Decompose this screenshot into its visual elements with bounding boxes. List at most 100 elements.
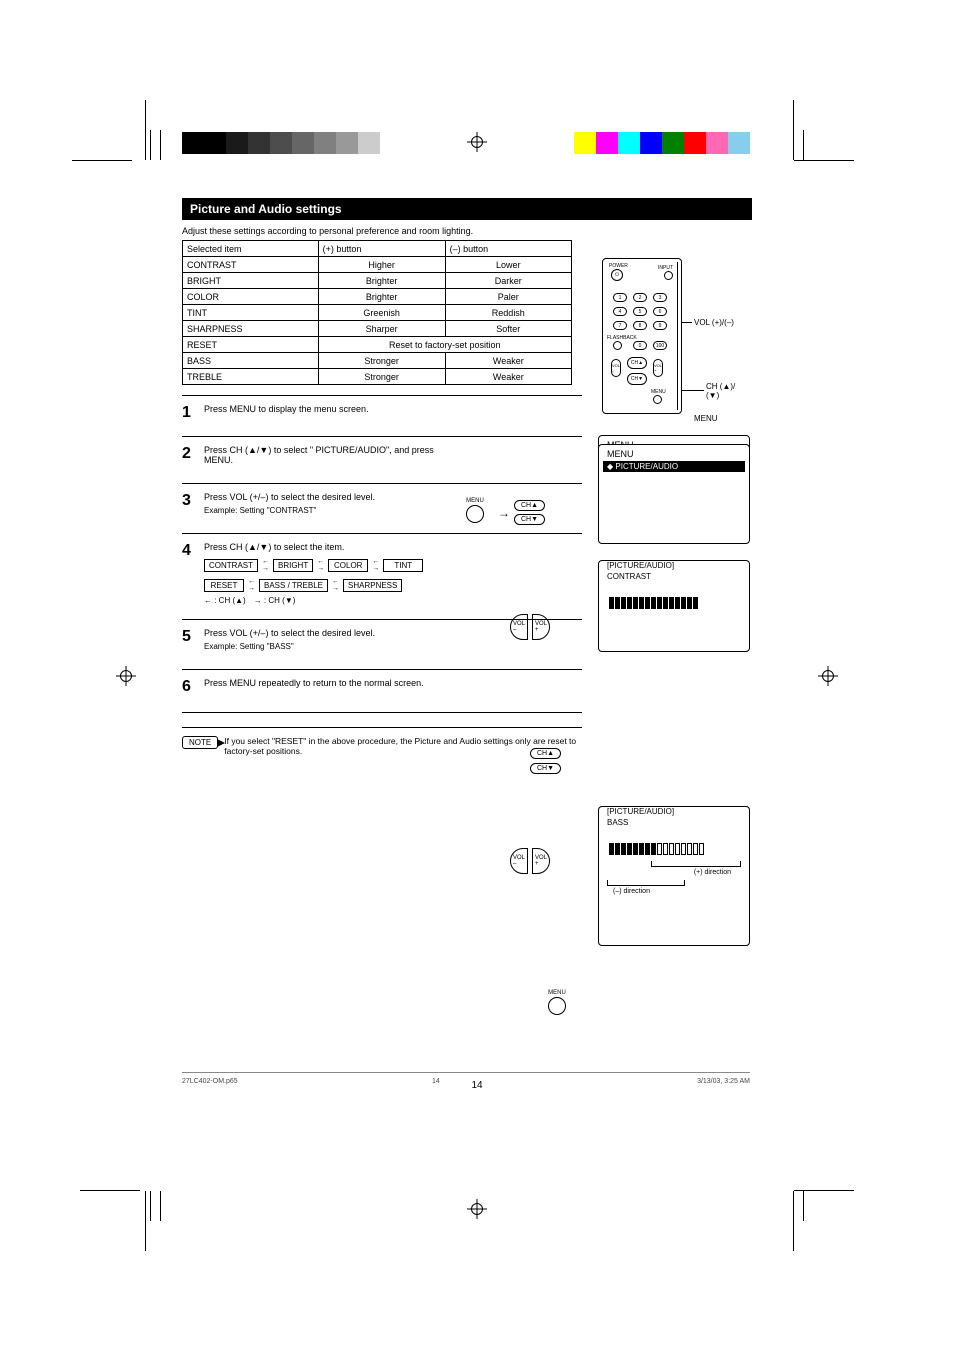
flow-diagram: RESET←→BASS / TREBLE←→SHARPNESS <box>204 578 582 592</box>
note-text: If you select "RESET" in the above proce… <box>224 736 582 756</box>
digit-7-icon: 7 <box>613 321 627 330</box>
flow-diagram: CONTRAST←→BRIGHT←→COLOR←→TINT <box>204 558 582 572</box>
digit-6-icon: 6 <box>653 307 667 316</box>
crop-mark <box>72 160 132 161</box>
vol-plus-icon: VOL+ <box>532 848 550 874</box>
menu-button-icon <box>466 505 484 523</box>
step-text: Press CH (▲/▼) to select the item. <box>204 542 582 552</box>
table-header: (+) button <box>318 241 445 257</box>
menu-button-small-icon <box>653 395 662 404</box>
callout-menu: MENU <box>694 414 718 423</box>
footer-page: 14 <box>432 1078 440 1085</box>
footer-filename: 27LC402-OM.p65 <box>182 1078 238 1085</box>
crop-mark <box>150 130 151 160</box>
ch-dn-pill-icon: CH▼ <box>530 763 561 774</box>
ch-dn-icon: CH▼ <box>627 373 647 385</box>
footer-timestamp: 3/13/03, 3:25 AM <box>697 1078 750 1085</box>
table-header: Selected item <box>183 241 319 257</box>
crop-mark <box>803 1191 804 1221</box>
crop-mark <box>793 100 794 160</box>
crop-mark <box>150 1191 151 1221</box>
vol-minus-icon: VOL– <box>510 848 528 874</box>
grayscale-calibration-bar <box>182 132 402 154</box>
power-label: POWER <box>609 263 628 269</box>
crop-mark <box>793 1191 794 1251</box>
registration-mark <box>116 666 136 686</box>
flashback-button-icon <box>613 341 622 350</box>
step-text: Press CH (▲/▼) to select " PICTURE/AUDIO… <box>204 445 582 465</box>
ch-dn-pill-icon: CH▼ <box>514 514 545 525</box>
callout-line <box>682 322 692 323</box>
ch-up-pill-icon: CH▲ <box>530 748 561 759</box>
crop-mark <box>794 160 854 161</box>
digit-4-icon: 4 <box>613 307 627 316</box>
gauge-bar <box>599 583 749 615</box>
menu-button-illustration: MENU <box>466 498 484 523</box>
footer-rule <box>182 1072 750 1073</box>
step-4: 4 Press CH (▲/▼) to select the item. CON… <box>182 533 582 605</box>
screen-title: MENU <box>599 445 749 461</box>
step-number: 2 <box>182 445 196 469</box>
screen-item: CONTRAST <box>599 572 749 583</box>
plus-direction-note: (+) direction (–) direction <box>599 861 749 901</box>
registration-mark <box>467 132 487 152</box>
flashback-label: FLASHBACK <box>607 335 637 341</box>
callout-ch: CH (▲)/(▼) <box>706 382 735 400</box>
arrow-then-ch: → CH▲ CH▼ <box>498 500 545 525</box>
remote-illustration: POWER ⏻ INPUT 1 2 3 4 5 6 7 8 9 FLASHBAC… <box>602 258 682 414</box>
crop-mark <box>145 1191 146 1251</box>
step-6: 6 Press MENU repeatedly to return to the… <box>182 669 582 696</box>
tv-screen-contrast: [PICTURE/AUDIO] CONTRAST <box>598 560 750 652</box>
step-number: 4 <box>182 542 196 605</box>
crop-mark <box>145 100 146 160</box>
rule <box>182 712 582 713</box>
digit-100-icon: 100 <box>653 341 667 350</box>
input-button-icon <box>664 271 673 280</box>
callout-line <box>682 390 704 391</box>
vol-rocker-icon: VOL+ <box>653 359 663 377</box>
step-2: 2 Press CH (▲/▼) to select " PICTURE/AUD… <box>182 436 582 469</box>
step-text: Press MENU repeatedly to return to the n… <box>204 678 582 688</box>
ch-buttons-illustration: CH▲ CH▼ <box>530 748 561 774</box>
input-label: INPUT <box>658 265 673 271</box>
registration-mark <box>818 666 838 686</box>
step-1: 1 Press MENU to display the menu screen. <box>182 395 582 422</box>
vol-buttons-illustration: VOL– VOL+ <box>510 848 550 874</box>
step-number: 6 <box>182 678 196 696</box>
crop-mark <box>803 130 804 160</box>
screen-item: BASS <box>599 818 749 829</box>
vol-rocker-icon: VOL– <box>611 359 621 377</box>
note-tag: NOTE <box>182 736 218 749</box>
tv-screen-bass: [PICTURE/AUDIO] BASS (+) direction (–) d… <box>598 806 750 946</box>
digit-5-icon: 5 <box>633 307 647 316</box>
section-header: Picture and Audio settings <box>182 198 752 220</box>
settings-table: Selected item (+) button (–) button CONT… <box>182 240 572 385</box>
callout-vol: VOL (+)/(–) <box>694 318 734 327</box>
menu-button-icon <box>548 997 566 1015</box>
note-row: NOTE If you select "RESET" in the above … <box>182 727 582 756</box>
gauge-bar <box>599 829 749 861</box>
digit-0-icon: 0 <box>633 341 647 350</box>
crop-mark <box>160 130 161 160</box>
intro-text: Adjust these settings according to perso… <box>182 226 582 236</box>
digit-2-icon: 2 <box>633 293 647 302</box>
power-button-icon: ⏻ <box>611 269 623 281</box>
ch-up-icon: CH▲ <box>627 357 647 369</box>
menu-row-selected: ◆ PICTURE/AUDIO <box>603 461 745 472</box>
vol-minus-icon: VOL– <box>510 614 528 640</box>
step-example: Example: Setting "BASS" <box>204 642 582 651</box>
crop-mark <box>80 1190 140 1191</box>
crop-mark <box>160 1191 161 1221</box>
section-title: Picture and Audio settings <box>190 202 342 216</box>
step-text: Press MENU to display the menu screen. <box>204 404 582 414</box>
menu-button-illustration: MENU <box>548 990 566 1015</box>
digit-8-icon: 8 <box>633 321 647 330</box>
tv-screen-menu: MENU ◆ PICTURE/AUDIO <box>598 444 750 544</box>
digit-3-icon: 3 <box>653 293 667 302</box>
registration-mark <box>467 1199 487 1219</box>
ch-up-pill-icon: CH▲ <box>514 500 545 511</box>
screen-sublabel: [PICTURE/AUDIO] <box>599 807 749 818</box>
arrow-right-icon: → <box>498 506 510 520</box>
digit-9-icon: 9 <box>653 321 667 330</box>
step-number: 3 <box>182 492 196 519</box>
